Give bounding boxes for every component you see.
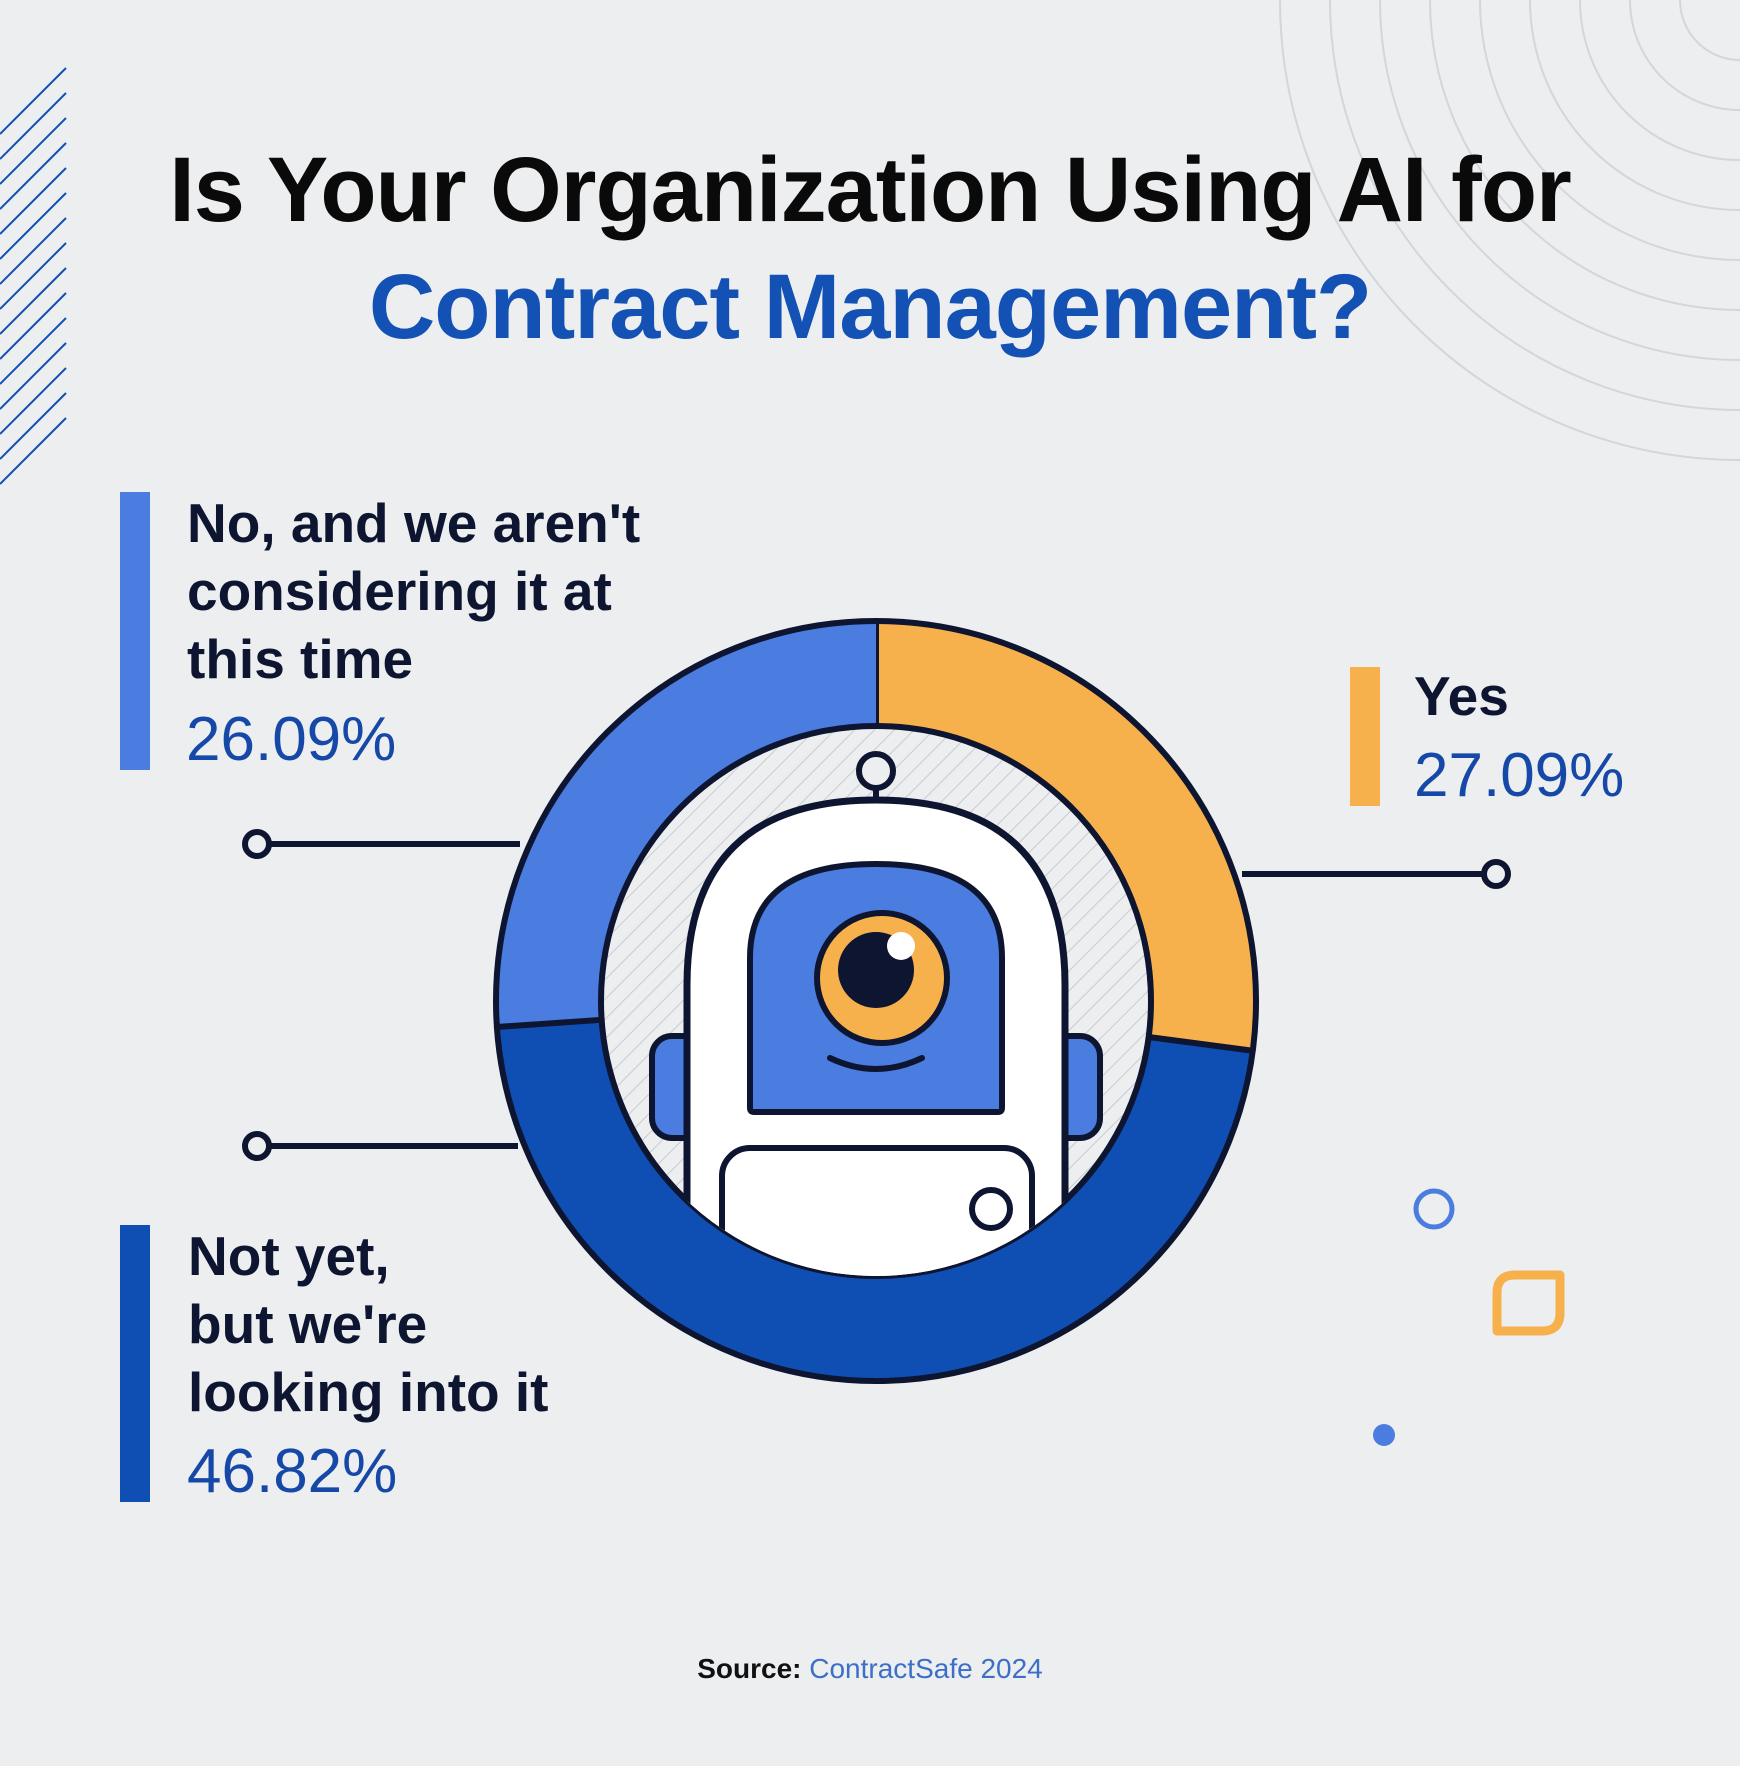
source-value: ContractSafe 2024 xyxy=(809,1653,1043,1684)
donut-slice-yes xyxy=(876,621,1257,1051)
legend-swatch-no xyxy=(120,492,150,770)
donut-slice-no xyxy=(496,621,876,1028)
rounded-square-decoration xyxy=(1492,1270,1565,1336)
legend-value-not-yet: 46.82% xyxy=(187,1437,398,1506)
slice-separator xyxy=(496,1016,602,1030)
legend-swatch-not-yet xyxy=(120,1225,150,1502)
legend-label-no-line1: No, and we aren't xyxy=(187,492,641,554)
diagonal-lines-decoration xyxy=(0,67,67,485)
legend-value-yes: 27.09% xyxy=(1414,741,1625,810)
donut-outline xyxy=(493,618,1259,1384)
legend-label-not-yet-line1: Not yet, xyxy=(188,1225,390,1287)
source-note: Source: ContractSafe 2024 xyxy=(0,1653,1740,1685)
legend-label-not-yet-line2: but we're xyxy=(188,1293,428,1355)
circle-outline-decoration xyxy=(1413,1188,1455,1230)
legend-label-no-line3: this time xyxy=(187,628,414,690)
slice-separator xyxy=(1148,1034,1254,1054)
legend-swatch-yes xyxy=(1350,667,1380,806)
connector-yes xyxy=(1242,859,1511,889)
connector-not-yet xyxy=(242,1131,518,1161)
dot-decoration xyxy=(1373,1424,1395,1446)
legend-label-not-yet-line3: looking into it xyxy=(188,1361,549,1423)
antenna xyxy=(856,751,896,802)
source-label: Source: xyxy=(697,1653,802,1684)
page-title: Is Your Organization Using AI for xyxy=(169,139,1572,241)
page-subtitle: Contract Management? xyxy=(368,256,1372,358)
donut-slice-not-yet xyxy=(496,1019,1253,1382)
legend-label-no-line2: considering it at xyxy=(187,560,612,622)
legend-label-yes: Yes xyxy=(1414,665,1509,727)
legend-value-no: 26.09% xyxy=(186,705,397,774)
connector-no xyxy=(242,829,520,859)
